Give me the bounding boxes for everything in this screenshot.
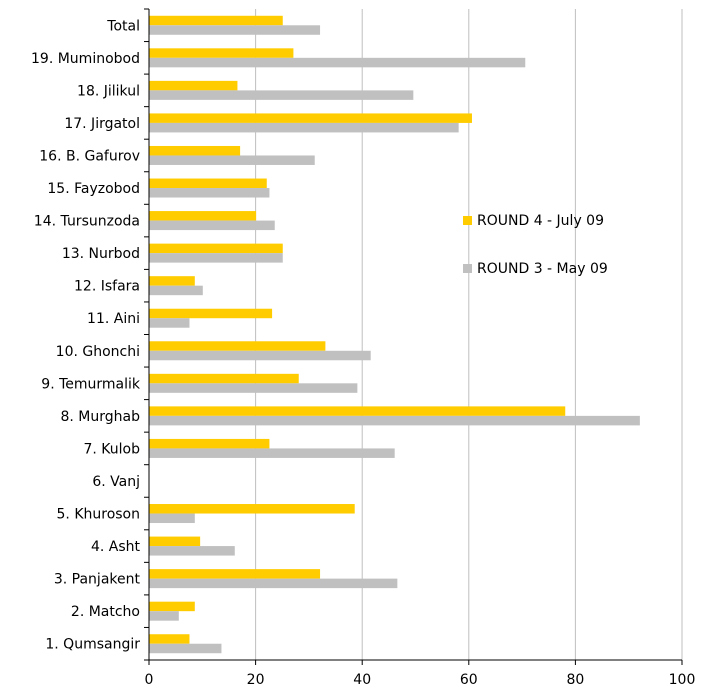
bar-round-3: [149, 611, 179, 621]
category-label: 13. Nurbod: [62, 246, 140, 262]
bar-round-3: [149, 220, 275, 231]
category-label: 14. Tursunzoda: [34, 214, 140, 230]
gridlines: [255, 9, 683, 660]
labels: 0 20 40 60 80 100 Total 19. Muminobod 18. Jiliku…: [31, 18, 695, 688]
bar-round-4: [149, 601, 195, 612]
bar-round-3: [149, 188, 270, 198]
bar-round-3: [149, 643, 222, 654]
bar-round-4: [149, 276, 195, 286]
x-tick-label: 20: [247, 672, 265, 688]
bar-round-3: [149, 383, 358, 393]
legend-label: ROUND 4 - July 09: [477, 213, 604, 229]
bar-round-3: [149, 90, 414, 100]
bar-round-3: [149, 25, 321, 35]
legend-swatch: [463, 216, 472, 225]
bar-round-4: [149, 243, 283, 254]
category-label: 17. Jirgatol: [64, 116, 140, 132]
legend: ROUND 4 - July 09 ROUND 3 - May 09: [463, 213, 608, 277]
bar-round-4: [149, 308, 273, 319]
category-label: 5. Khuroson: [57, 507, 140, 523]
legend-swatch: [463, 264, 472, 273]
bar-round-4: [149, 569, 321, 579]
category-label: 19. Muminobod: [31, 51, 140, 67]
bar-round-4: [149, 406, 566, 416]
bar-round-3: [149, 318, 190, 328]
category-label: 3. Panjakent: [54, 572, 141, 588]
bar-round-4: [149, 145, 241, 156]
bar-round-4: [149, 178, 267, 189]
bar-round-3: [149, 448, 395, 458]
bar-round-3: [149, 513, 195, 524]
category-label: 2. Matcho: [71, 604, 140, 620]
bar-round-3: [149, 546, 235, 556]
category-label: 7. Kulob: [83, 441, 140, 457]
bar-round-3: [149, 155, 315, 165]
bar-round-3: [149, 415, 640, 426]
category-label: 8. Murghab: [61, 409, 141, 425]
axes: [144, 8, 683, 665]
bar-round-3: [149, 350, 371, 361]
bar-round-4: [149, 15, 283, 26]
bar-round-4: [149, 80, 238, 91]
category-label: 4. Asht: [91, 539, 141, 555]
bar-round-3: [149, 578, 398, 589]
bar-round-4: [149, 48, 294, 58]
category-label: 18. Jilikul: [77, 83, 140, 99]
bar-round-4: [149, 634, 190, 644]
bars: [149, 15, 640, 654]
x-tick-label: 0: [145, 672, 154, 688]
category-label: Total: [106, 18, 140, 34]
bar-round-4: [149, 211, 257, 221]
legend-label: ROUND 3 - May 09: [477, 261, 608, 277]
category-label: 6. Vanj: [92, 474, 140, 490]
category-label: 16. B. Gafurov: [39, 148, 140, 164]
category-label: 10. Ghonchi: [56, 344, 140, 360]
bar-round-3: [149, 57, 526, 68]
bar-round-4: [149, 341, 326, 351]
category-label: 12. Isfara: [74, 279, 140, 295]
x-tick-label: 60: [460, 672, 478, 688]
category-label: 1. Qumsangir: [45, 637, 140, 653]
category-label: 9. Temurmalik: [41, 376, 141, 392]
bar-round-3: [149, 253, 283, 263]
category-label: 11. Aini: [87, 311, 140, 327]
x-tick-label: 40: [353, 672, 371, 688]
bar-round-3: [149, 285, 203, 296]
bar-round-4: [149, 373, 299, 384]
x-tick-label: 80: [566, 672, 584, 688]
bar-round-4: [149, 504, 355, 514]
bar-round-4: [149, 536, 201, 547]
bar-round-4: [149, 438, 270, 449]
bar-round-3: [149, 122, 459, 133]
x-tick-label: 100: [669, 672, 696, 688]
bar-round-4: [149, 113, 472, 123]
category-label: 15. Fayzobod: [47, 181, 140, 197]
